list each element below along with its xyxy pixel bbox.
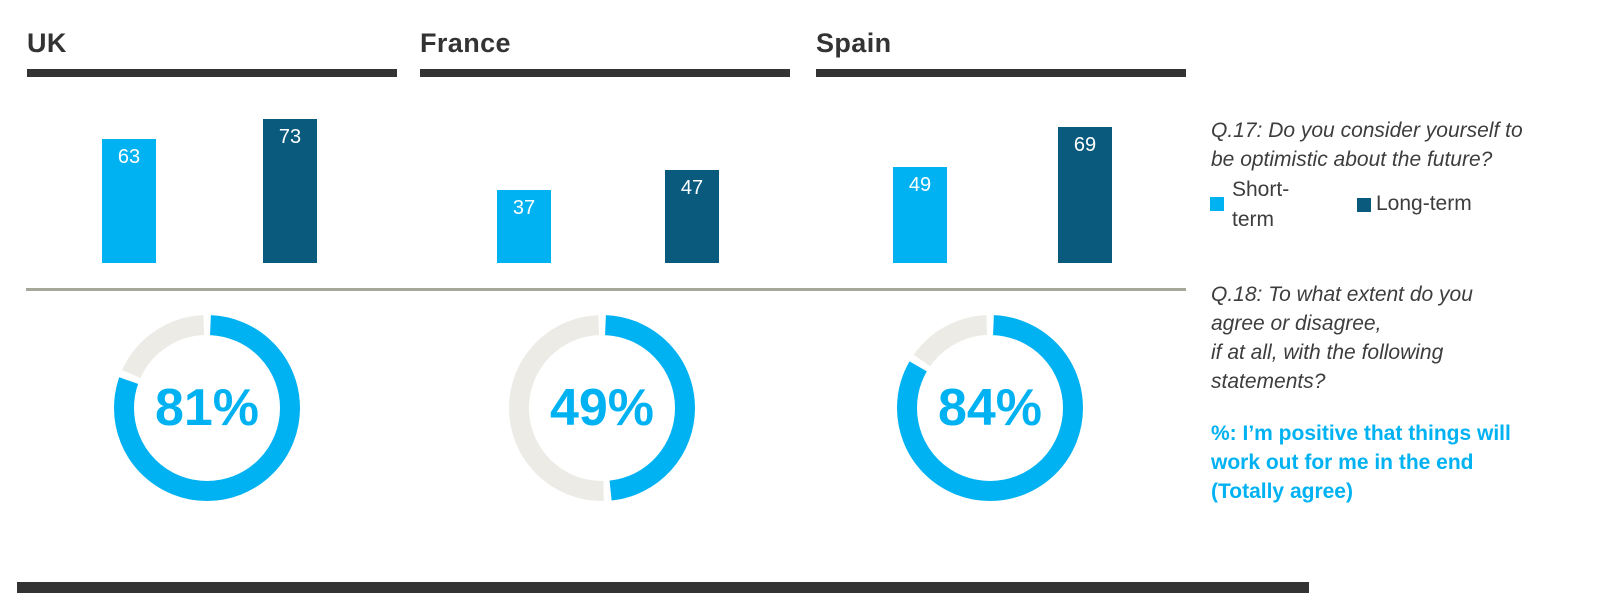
donut-percentage-france: 49% <box>549 379 655 437</box>
section-divider <box>26 288 1186 291</box>
statement-text: %: I’m positive that things will work ou… <box>1211 422 1511 503</box>
bar-uk-long-term: 73 <box>263 119 317 263</box>
bar-value-label: 47 <box>680 177 704 200</box>
section-title-france: France <box>420 28 511 58</box>
bar-value-label: 37 <box>512 197 536 220</box>
donut-chart-france <box>509 315 695 501</box>
donut-chart-uk <box>114 315 300 501</box>
legend-label-long-term: Long-term <box>1376 192 1472 215</box>
question-18-text: Q.18: To what extent do you agree or dis… <box>1211 283 1473 393</box>
bottom-border <box>17 582 1309 593</box>
bar-value-label: 73 <box>278 126 302 149</box>
title-underline-france <box>420 69 790 77</box>
legend-swatch-short-term-icon <box>1210 197 1224 211</box>
legend-swatch-long-term-icon <box>1357 198 1371 212</box>
title-underline-spain <box>816 69 1186 77</box>
bar-france-long-term: 47 <box>665 170 719 263</box>
question-17-text: Q.17: Do you consider yourself to be opt… <box>1211 119 1523 171</box>
bar-spain-short-term: 49 <box>893 166 947 263</box>
bar-france-short-term: 37 <box>497 190 551 263</box>
legend-label-short-term: Short- term <box>1232 178 1290 231</box>
title-underline-uk <box>27 69 397 77</box>
section-title-spain: Spain <box>816 28 892 58</box>
section-title-uk: UK <box>27 28 67 58</box>
bar-uk-short-term: 63 <box>102 138 156 263</box>
donut-percentage-spain: 84% <box>937 379 1043 437</box>
bar-value-label: 49 <box>908 173 932 196</box>
bar-value-label: 69 <box>1073 134 1097 157</box>
bar-spain-long-term: 69 <box>1058 127 1112 263</box>
donut-percentage-uk: 81% <box>154 379 260 437</box>
donut-chart-spain <box>897 315 1083 501</box>
bar-value-label: 63 <box>117 145 141 168</box>
